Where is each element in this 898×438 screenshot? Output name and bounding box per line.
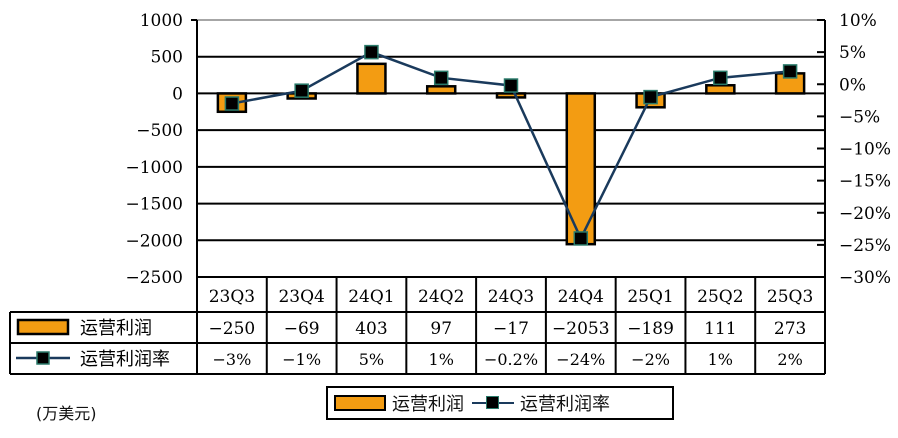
table-cell: −1%	[282, 350, 321, 369]
table-cell: 1%	[708, 350, 733, 369]
unit-label: (万美元)	[36, 404, 97, 423]
right-axis-tick: 10%	[839, 11, 877, 31]
table-cell: 97	[430, 319, 452, 339]
table-cell: 2%	[777, 350, 802, 369]
line-marker	[364, 44, 379, 60]
line-marker	[782, 64, 798, 79]
category-label: 24Q4	[558, 287, 604, 307]
line-marker-icon	[472, 394, 514, 412]
table-cell: 273	[774, 319, 806, 339]
bar-swatch-icon	[334, 395, 386, 411]
left-axis-tick: −1500	[125, 195, 183, 215]
right-axis-tick: −20%	[839, 204, 891, 224]
table-cell: −24%	[556, 350, 605, 369]
table-cell: −2%	[631, 350, 670, 369]
bar	[356, 62, 387, 95]
right-axis-tick: −5%	[839, 107, 880, 127]
left-axis-tick: −2000	[125, 231, 183, 251]
chart-legend: 运营利润 运营利润率	[326, 386, 674, 420]
right-axis-tick: −25%	[839, 236, 891, 256]
bar	[565, 92, 597, 246]
left-axis-tick: −2500	[125, 268, 183, 288]
right-axis-tick: 5%	[839, 43, 866, 63]
table-cell: −250	[209, 319, 256, 339]
category-label: 25Q2	[697, 287, 743, 307]
line-marker	[433, 70, 449, 86]
row-header: 运营利润	[80, 318, 152, 339]
table-cell: −17	[493, 319, 529, 339]
left-axis-tick: −1000	[125, 158, 183, 178]
left-axis-tick: 1000	[140, 11, 183, 31]
bar	[705, 84, 736, 95]
right-axis-tick: 0%	[839, 75, 866, 95]
right-axis-tick: −30%	[839, 268, 891, 288]
table-cell: −3%	[212, 350, 251, 369]
category-label: 23Q3	[209, 287, 255, 307]
category-label: 24Q3	[488, 287, 534, 307]
table-cell: 1%	[429, 350, 454, 369]
line-marker	[294, 83, 309, 98]
bar	[425, 85, 457, 95]
left-axis-tick: 0	[172, 84, 183, 104]
legend-bar-label: 运营利润	[392, 394, 464, 415]
table-cell: 111	[704, 319, 736, 339]
line-marker	[224, 96, 240, 111]
table-cell: 403	[355, 319, 387, 339]
right-axis-tick: −10%	[839, 140, 891, 160]
category-label: 23Q4	[278, 287, 324, 307]
category-label: 24Q2	[418, 287, 464, 307]
table-cell: −189	[627, 319, 674, 339]
line-marker	[573, 231, 589, 246]
line-marker	[713, 70, 728, 86]
table-cell: 5%	[359, 350, 384, 369]
table-cell: −0.2%	[484, 350, 538, 369]
bar	[495, 92, 527, 99]
category-label: 25Q3	[767, 287, 813, 307]
category-label: 24Q1	[348, 287, 394, 307]
legend-line-label: 运营利润率	[520, 394, 610, 415]
table-cell: −2053	[552, 319, 610, 339]
left-axis-tick: 500	[151, 48, 183, 68]
line-marker	[503, 78, 519, 93]
line-marker	[643, 89, 658, 105]
right-axis-tick: −15%	[839, 172, 891, 192]
category-label: 25Q1	[627, 287, 673, 307]
row-header: 运营利润率	[80, 349, 170, 370]
left-axis-tick: −500	[136, 121, 183, 141]
table-cell: −69	[284, 319, 320, 339]
